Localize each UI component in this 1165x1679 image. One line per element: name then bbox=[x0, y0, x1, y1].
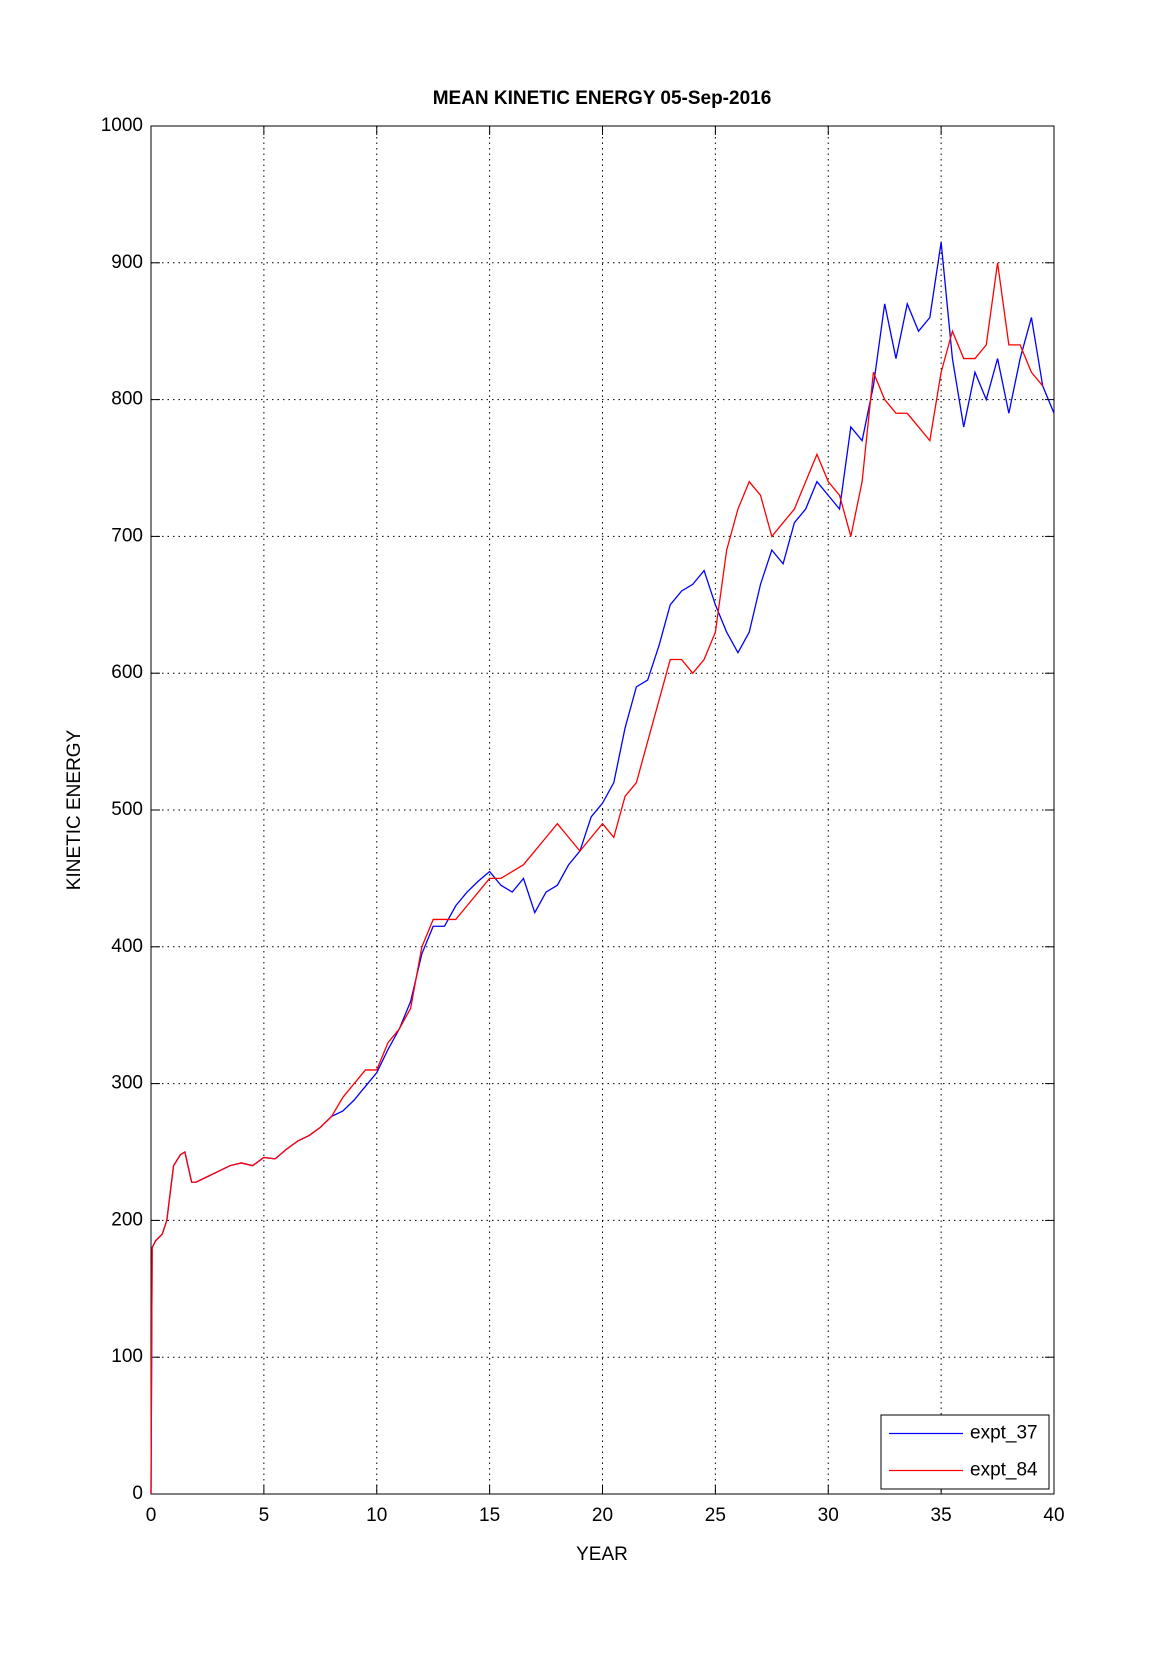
y-tick-label: 500 bbox=[111, 799, 143, 820]
chart-title: MEAN KINETIC ENERGY 05-Sep-2016 bbox=[433, 88, 772, 109]
y-tick-label: 900 bbox=[111, 252, 143, 273]
y-tick-label: 200 bbox=[111, 1209, 143, 1230]
y-tick-label: 1000 bbox=[101, 115, 143, 136]
legend-box bbox=[880, 1414, 1050, 1490]
y-tick-label: 100 bbox=[111, 1346, 143, 1367]
x-tick-label: 5 bbox=[259, 1505, 270, 1526]
x-tick-label: 25 bbox=[705, 1505, 726, 1526]
x-tick-label: 35 bbox=[931, 1505, 952, 1526]
x-tick-label: 15 bbox=[479, 1505, 500, 1526]
y-tick-label: 700 bbox=[111, 525, 143, 546]
y-tick-label: 300 bbox=[111, 1073, 143, 1094]
x-tick-label: 40 bbox=[1043, 1505, 1064, 1526]
y-axis-label: KINETIC ENERGY bbox=[64, 729, 85, 890]
y-tick-label: 400 bbox=[111, 936, 143, 957]
plot-frame bbox=[150, 125, 1055, 1495]
data-line bbox=[150, 262, 1044, 1495]
y-tick-label: 0 bbox=[132, 1483, 143, 1504]
legend-label: expt_37 bbox=[970, 1423, 1038, 1444]
x-tick-label: 30 bbox=[818, 1505, 839, 1526]
y-tick-label: 800 bbox=[111, 389, 143, 410]
x-tick-label: 20 bbox=[592, 1505, 613, 1526]
legend-label: expt_84 bbox=[970, 1460, 1038, 1481]
x-tick-label: 0 bbox=[146, 1505, 157, 1526]
x-axis-label: YEAR bbox=[576, 1544, 628, 1565]
x-tick-label: 10 bbox=[366, 1505, 387, 1526]
y-tick-label: 600 bbox=[111, 662, 143, 683]
